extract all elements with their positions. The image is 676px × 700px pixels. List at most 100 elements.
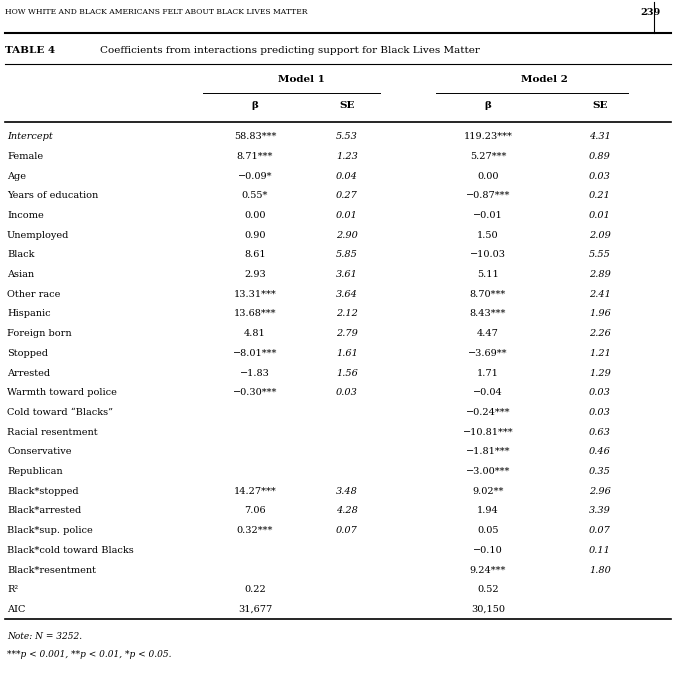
Text: Black*stopped: Black*stopped	[7, 486, 78, 496]
Text: 3.48: 3.48	[336, 486, 358, 496]
Text: −0.09*: −0.09*	[238, 172, 272, 181]
Text: SE: SE	[592, 101, 608, 109]
Text: 0.03: 0.03	[589, 389, 611, 398]
Text: 2.41: 2.41	[589, 290, 611, 299]
Text: 8.61: 8.61	[244, 251, 266, 260]
Text: Other race: Other race	[7, 290, 60, 299]
Text: ***p < 0.001, **p < 0.01, *p < 0.05.: ***p < 0.001, **p < 0.01, *p < 0.05.	[7, 650, 172, 659]
Text: Hispanic: Hispanic	[7, 309, 51, 318]
Text: β: β	[485, 101, 491, 109]
Text: 5.53: 5.53	[336, 132, 358, 141]
Text: −10.81***: −10.81***	[462, 428, 513, 437]
Text: 58.83***: 58.83***	[234, 132, 276, 141]
Text: 0.27: 0.27	[336, 191, 358, 200]
Text: β: β	[251, 101, 258, 109]
Text: 2.93: 2.93	[244, 270, 266, 279]
Text: Income: Income	[7, 211, 44, 220]
Text: 8.43***: 8.43***	[470, 309, 506, 318]
Text: HOW WHITE AND BLACK AMERICANS FELT ABOUT BLACK LIVES MATTER: HOW WHITE AND BLACK AMERICANS FELT ABOUT…	[5, 8, 308, 16]
Text: Stopped: Stopped	[7, 349, 48, 358]
Text: 1.61: 1.61	[336, 349, 358, 358]
Text: 5.11: 5.11	[477, 270, 499, 279]
Text: 0.05: 0.05	[477, 526, 499, 536]
Text: 0.00: 0.00	[244, 211, 266, 220]
Text: 0.21: 0.21	[589, 191, 611, 200]
Text: 0.89: 0.89	[589, 152, 611, 161]
Text: 13.31***: 13.31***	[234, 290, 276, 299]
Text: Racial resentment: Racial resentment	[7, 428, 97, 437]
Text: −3.00***: −3.00***	[466, 467, 510, 476]
Text: 0.35: 0.35	[589, 467, 611, 476]
Text: 30,150: 30,150	[471, 605, 505, 614]
Text: 2.79: 2.79	[336, 329, 358, 338]
Text: 7.06: 7.06	[244, 507, 266, 515]
Text: Female: Female	[7, 152, 43, 161]
Text: −10.03: −10.03	[470, 251, 506, 260]
Text: −3.69**: −3.69**	[468, 349, 508, 358]
Text: 0.07: 0.07	[589, 526, 611, 536]
Text: SE: SE	[339, 101, 355, 109]
Text: Foreign born: Foreign born	[7, 329, 72, 338]
Text: Asian: Asian	[7, 270, 34, 279]
Text: −0.10: −0.10	[473, 546, 503, 555]
Text: Age: Age	[7, 172, 26, 181]
Text: 8.71***: 8.71***	[237, 152, 273, 161]
Text: 8.70***: 8.70***	[470, 290, 506, 299]
Text: 4.81: 4.81	[244, 329, 266, 338]
Text: 2.90: 2.90	[336, 231, 358, 239]
Text: 5.27***: 5.27***	[470, 152, 506, 161]
Text: 5.85: 5.85	[336, 251, 358, 260]
Text: 0.55*: 0.55*	[242, 191, 268, 200]
Text: 0.11: 0.11	[589, 546, 611, 555]
Text: 1.23: 1.23	[336, 152, 358, 161]
Text: 2.96: 2.96	[589, 486, 611, 496]
Text: 1.29: 1.29	[589, 369, 611, 377]
Text: 1.56: 1.56	[336, 369, 358, 377]
Text: Black*sup. police: Black*sup. police	[7, 526, 93, 536]
Text: Black: Black	[7, 251, 34, 260]
Text: R²: R²	[7, 585, 18, 594]
Text: 0.04: 0.04	[336, 172, 358, 181]
Text: 2.09: 2.09	[589, 231, 611, 239]
Text: −0.30***: −0.30***	[233, 389, 277, 398]
Text: 2.26: 2.26	[589, 329, 611, 338]
Text: 0.22: 0.22	[244, 585, 266, 594]
Text: 9.24***: 9.24***	[470, 566, 506, 575]
Text: 1.50: 1.50	[477, 231, 499, 239]
Text: 1.96: 1.96	[589, 309, 611, 318]
Text: 5.55: 5.55	[589, 251, 611, 260]
Text: −1.83: −1.83	[240, 369, 270, 377]
Text: 1.71: 1.71	[477, 369, 499, 377]
Text: 13.68***: 13.68***	[234, 309, 276, 318]
Text: 14.27***: 14.27***	[234, 486, 276, 496]
Text: 4.47: 4.47	[477, 329, 499, 338]
Text: 239: 239	[641, 8, 661, 17]
Text: Warmth toward police: Warmth toward police	[7, 389, 117, 398]
Text: Black*arrested: Black*arrested	[7, 507, 81, 515]
Text: Model 2: Model 2	[521, 76, 567, 85]
Text: Black*resentment: Black*resentment	[7, 566, 96, 575]
Text: Republican: Republican	[7, 467, 63, 476]
Text: 2.89: 2.89	[589, 270, 611, 279]
Text: Unemployed: Unemployed	[7, 231, 70, 239]
Text: 3.39: 3.39	[589, 507, 611, 515]
Text: Coefficients from interactions predicting support for Black Lives Matter: Coefficients from interactions predictin…	[100, 46, 480, 55]
Text: Arrested: Arrested	[7, 369, 50, 377]
Text: Conservative: Conservative	[7, 447, 72, 456]
Text: 3.61: 3.61	[336, 270, 358, 279]
Text: −0.24***: −0.24***	[466, 408, 510, 417]
Text: TABLE 4: TABLE 4	[5, 46, 55, 55]
Text: 0.90: 0.90	[244, 231, 266, 239]
Text: 119.23***: 119.23***	[464, 132, 512, 141]
Text: Intercept: Intercept	[7, 132, 53, 141]
Text: 0.07: 0.07	[336, 526, 358, 536]
Text: 0.00: 0.00	[477, 172, 499, 181]
Text: 0.01: 0.01	[336, 211, 358, 220]
Text: AIC: AIC	[7, 605, 26, 614]
Text: 4.28: 4.28	[336, 507, 358, 515]
Text: 0.01: 0.01	[589, 211, 611, 220]
Text: 0.03: 0.03	[336, 389, 358, 398]
Text: 1.21: 1.21	[589, 349, 611, 358]
Text: Black*cold toward Blacks: Black*cold toward Blacks	[7, 546, 134, 555]
Text: 1.94: 1.94	[477, 507, 499, 515]
